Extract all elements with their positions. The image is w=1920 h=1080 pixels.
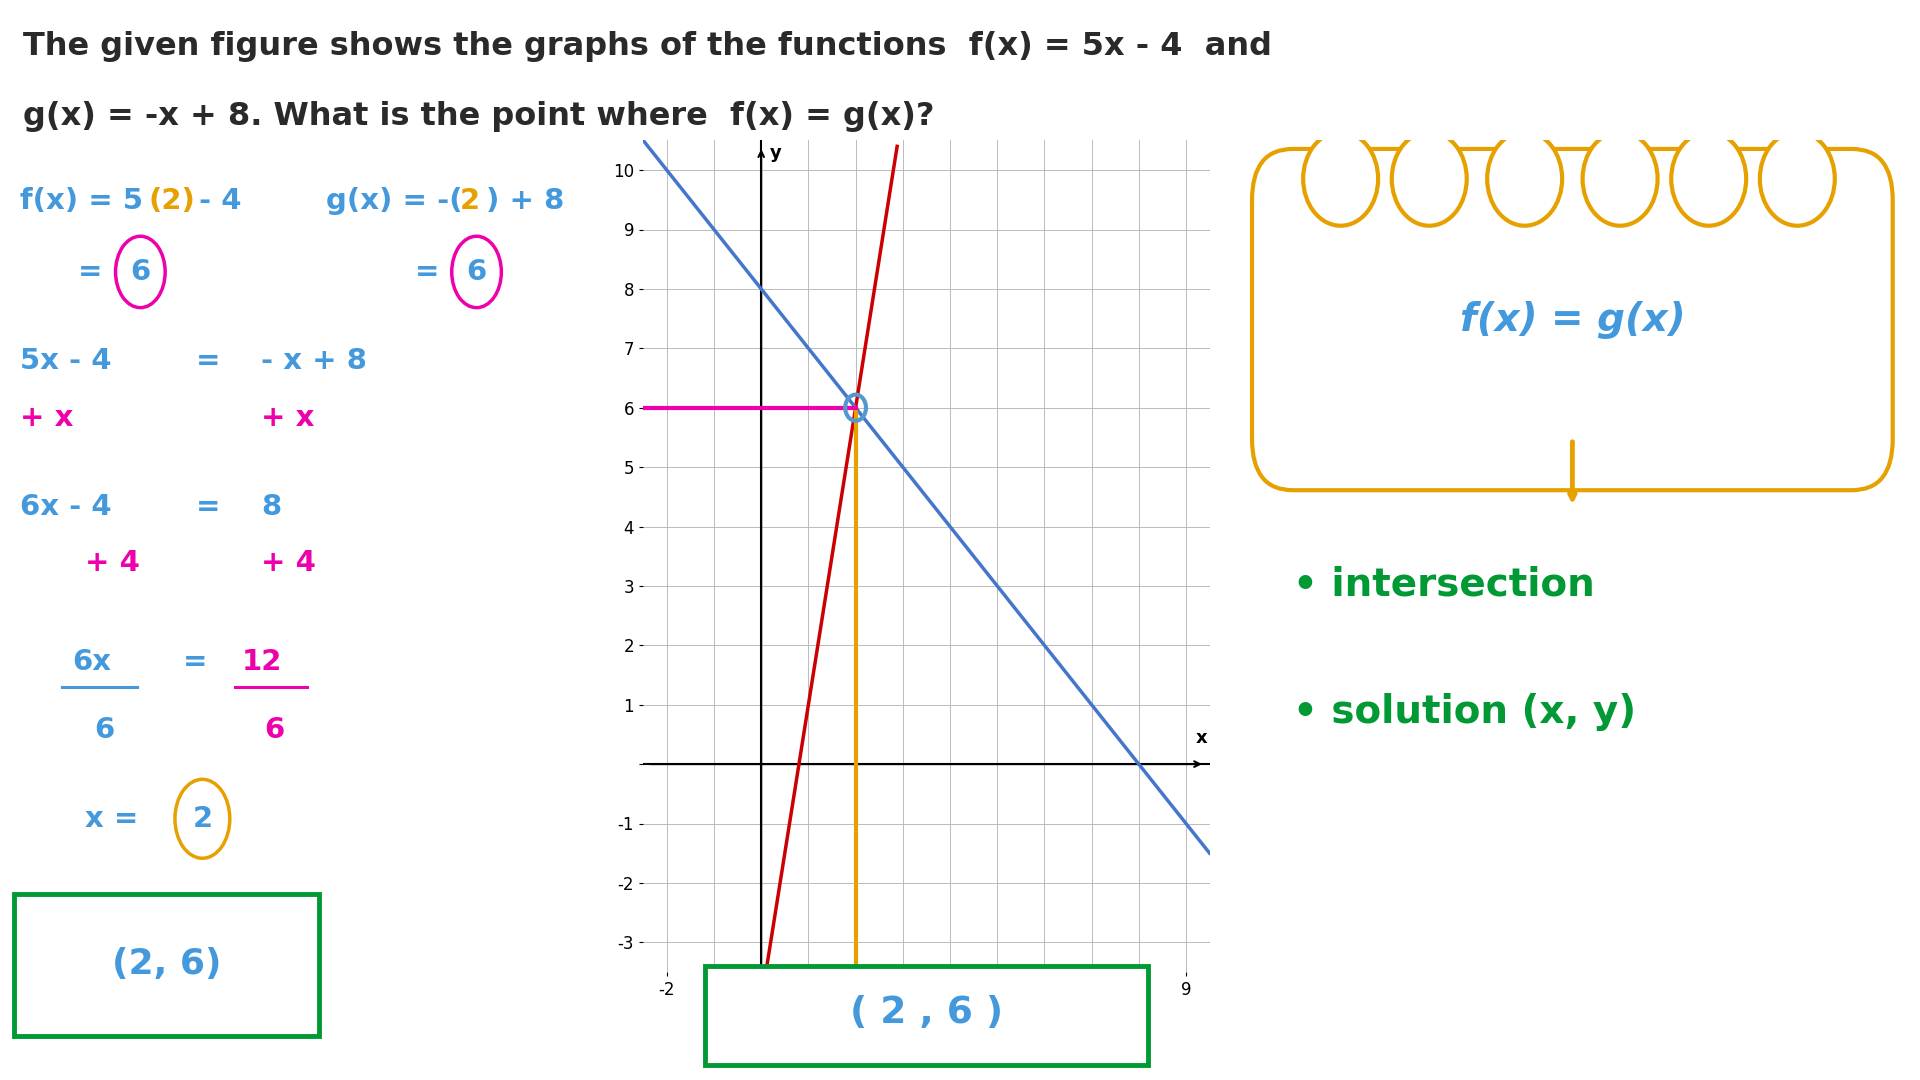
Text: • intersection: • intersection bbox=[1292, 565, 1596, 603]
FancyBboxPatch shape bbox=[13, 894, 319, 1036]
Text: 6x: 6x bbox=[71, 648, 111, 676]
FancyBboxPatch shape bbox=[705, 966, 1148, 1065]
Text: (2): (2) bbox=[150, 188, 196, 216]
Circle shape bbox=[1761, 132, 1836, 226]
Text: - 4: - 4 bbox=[200, 188, 242, 216]
Text: f(x) = g(x): f(x) = g(x) bbox=[1459, 300, 1686, 338]
Text: 6: 6 bbox=[94, 716, 115, 744]
Text: ( 2 , 6 ): ( 2 , 6 ) bbox=[851, 995, 1002, 1031]
Circle shape bbox=[1488, 132, 1563, 226]
Text: + x: + x bbox=[261, 404, 315, 432]
Circle shape bbox=[1304, 132, 1379, 226]
Text: x =: x = bbox=[84, 805, 138, 833]
Text: + 4: + 4 bbox=[84, 550, 140, 577]
Text: 6: 6 bbox=[467, 258, 486, 286]
Circle shape bbox=[1582, 132, 1657, 226]
Text: - x + 8: - x + 8 bbox=[261, 347, 367, 375]
Text: y: y bbox=[770, 145, 781, 162]
Text: x: x bbox=[1196, 729, 1208, 747]
Circle shape bbox=[1392, 132, 1467, 226]
Text: 12: 12 bbox=[242, 648, 282, 676]
Text: =: = bbox=[415, 258, 440, 286]
FancyBboxPatch shape bbox=[1252, 149, 1893, 490]
Text: 2: 2 bbox=[461, 188, 480, 216]
Text: =: = bbox=[79, 258, 104, 286]
Text: g(x) = -(: g(x) = -( bbox=[326, 188, 463, 216]
Text: 2: 2 bbox=[192, 805, 213, 833]
Text: The given figure shows the graphs of the functions  f(x) = 5x - 4  and: The given figure shows the graphs of the… bbox=[23, 31, 1273, 62]
Text: + x: + x bbox=[19, 404, 73, 432]
Text: =: = bbox=[196, 492, 221, 521]
Text: + 4: + 4 bbox=[261, 550, 317, 577]
Text: 6: 6 bbox=[131, 258, 150, 286]
Text: 6x - 4: 6x - 4 bbox=[19, 492, 111, 521]
Circle shape bbox=[1670, 132, 1745, 226]
Text: 6: 6 bbox=[265, 716, 284, 744]
Text: 8: 8 bbox=[261, 492, 280, 521]
Text: f(x) = 5: f(x) = 5 bbox=[19, 188, 142, 216]
Text: (2, 6): (2, 6) bbox=[111, 947, 221, 982]
Text: g(x) = -x + 8. What is the point where  f(x) = g(x)?: g(x) = -x + 8. What is the point where f… bbox=[23, 102, 935, 132]
Text: =: = bbox=[182, 648, 207, 676]
Text: 5x - 4: 5x - 4 bbox=[19, 347, 111, 375]
Text: =: = bbox=[196, 347, 221, 375]
Text: • solution (x, y): • solution (x, y) bbox=[1292, 693, 1636, 731]
Text: ) + 8: ) + 8 bbox=[486, 188, 564, 216]
